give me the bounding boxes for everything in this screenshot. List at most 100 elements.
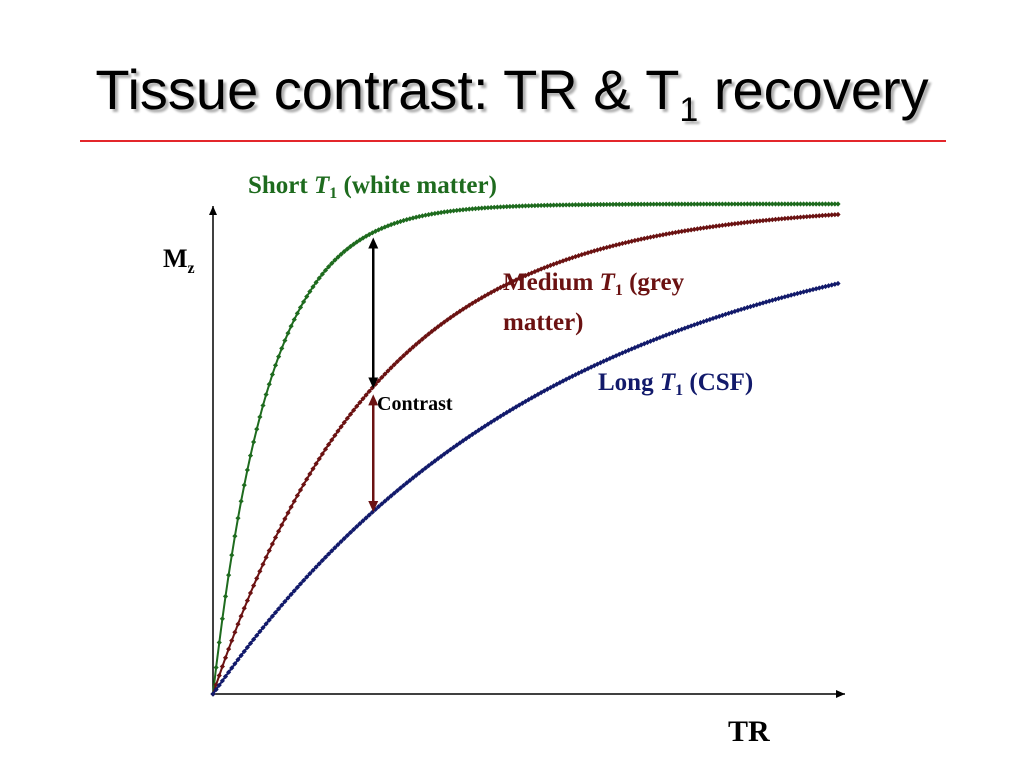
data-point-medium-10 (241, 605, 247, 611)
data-point-medium-3 (219, 663, 225, 670)
data-point-long-24 (285, 595, 291, 601)
data-point-medium-105 (538, 266, 544, 272)
data-point-long-41 (338, 538, 344, 545)
data-point-short-105 (538, 202, 544, 209)
data-point-short-4 (222, 593, 229, 599)
data-point-medium-33 (313, 461, 319, 467)
data-point-medium-5 (226, 646, 232, 652)
contrast-label: Contrast (377, 393, 453, 415)
data-point-short-42 (341, 248, 347, 255)
data-point-short-74 (441, 209, 447, 215)
data-point-medium-188 (797, 214, 804, 220)
data-point-short-160 (710, 201, 716, 207)
data-point-medium-43 (344, 415, 350, 421)
data-point-short-21 (276, 353, 282, 360)
data-point-medium-7 (232, 629, 238, 635)
data-point-medium-198 (829, 212, 835, 218)
data-point-medium-75 (444, 317, 450, 323)
data-point-long-98 (516, 402, 522, 408)
data-point-long-78 (454, 442, 460, 448)
data-point-long-32 (310, 567, 316, 573)
data-point-short-131 (619, 201, 625, 207)
data-point-long-5 (226, 669, 232, 675)
data-point-long-61 (401, 482, 407, 489)
data-point-long-49 (363, 515, 369, 521)
data-point-short-22 (279, 345, 285, 351)
data-point-medium-11 (244, 597, 250, 604)
data-point-long-200 (835, 280, 841, 287)
data-point-short-176 (760, 201, 766, 207)
data-point-short-121 (588, 201, 594, 208)
data-point-short-198 (829, 201, 835, 207)
data-point-short-174 (754, 201, 760, 207)
data-point-short-173 (751, 201, 757, 207)
data-point-long-81 (463, 436, 469, 442)
data-point-medium-74 (441, 319, 447, 325)
data-point-long-16 (260, 625, 266, 631)
data-point-long-39 (332, 545, 338, 551)
data-point-long-96 (510, 406, 516, 412)
data-point-short-127 (607, 201, 613, 208)
data-point-medium-177 (763, 217, 769, 223)
data-point-medium-72 (435, 324, 441, 330)
data-point-medium-171 (744, 219, 750, 225)
data-point-short-189 (801, 201, 807, 207)
data-point-short-129 (613, 201, 619, 207)
data-point-short-146 (666, 201, 672, 207)
data-point-short-144 (660, 201, 666, 207)
data-point-long-136 (635, 343, 641, 349)
data-point-short-99 (519, 203, 525, 209)
data-point-long-13 (251, 636, 257, 642)
data-point-short-82 (466, 206, 472, 212)
data-point-short-77 (451, 208, 457, 214)
data-point-long-192 (810, 286, 816, 293)
data-point-long-26 (291, 588, 297, 594)
data-point-short-78 (454, 207, 460, 214)
data-point-medium-64 (410, 344, 416, 350)
data-point-long-44 (347, 529, 354, 536)
data-point-short-19 (269, 371, 275, 378)
data-point-short-120 (585, 202, 591, 208)
data-point-medium-187 (794, 214, 800, 221)
data-point-short-14 (254, 426, 260, 432)
data-point-medium-183 (782, 215, 788, 222)
data-point-short-123 (594, 201, 600, 208)
data-point-medium-102 (529, 270, 535, 276)
data-point-long-19 (269, 613, 275, 619)
data-point-short-156 (697, 201, 704, 207)
data-point-medium-78 (454, 310, 460, 316)
data-point-short-119 (582, 202, 588, 208)
data-point-medium-70 (429, 328, 435, 335)
data-point-medium-103 (532, 269, 538, 275)
data-point-medium-112 (560, 258, 566, 264)
data-point-medium-20 (272, 534, 279, 541)
data-point-long-46 (354, 523, 360, 530)
data-point-medium-57 (388, 365, 394, 371)
data-point-medium-18 (266, 548, 272, 554)
data-point-short-85 (476, 205, 482, 211)
data-point-short-92 (497, 204, 504, 210)
data-point-medium-58 (391, 362, 397, 368)
data-point-short-155 (694, 201, 700, 207)
data-point-short-184 (785, 201, 791, 207)
slide-title-subscript: 1 (679, 91, 699, 129)
data-point-long-21 (276, 606, 282, 612)
data-point-short-161 (713, 201, 719, 207)
data-point-long-37 (326, 551, 332, 557)
data-point-medium-38 (329, 437, 335, 443)
data-point-short-151 (682, 201, 688, 207)
data-point-long-80 (460, 438, 466, 444)
data-point-long-31 (307, 571, 313, 577)
data-point-medium-152 (685, 227, 691, 233)
data-point-short-158 (704, 201, 710, 207)
data-point-medium-65 (413, 341, 419, 347)
data-point-short-84 (472, 206, 479, 212)
data-point-medium-55 (382, 371, 388, 377)
data-point-medium-36 (322, 446, 329, 452)
data-point-medium-35 (319, 451, 325, 457)
data-point-short-8 (235, 515, 241, 521)
data-point-short-165 (726, 201, 732, 207)
data-point-long-187 (794, 290, 800, 297)
data-point-short-187 (794, 201, 800, 207)
